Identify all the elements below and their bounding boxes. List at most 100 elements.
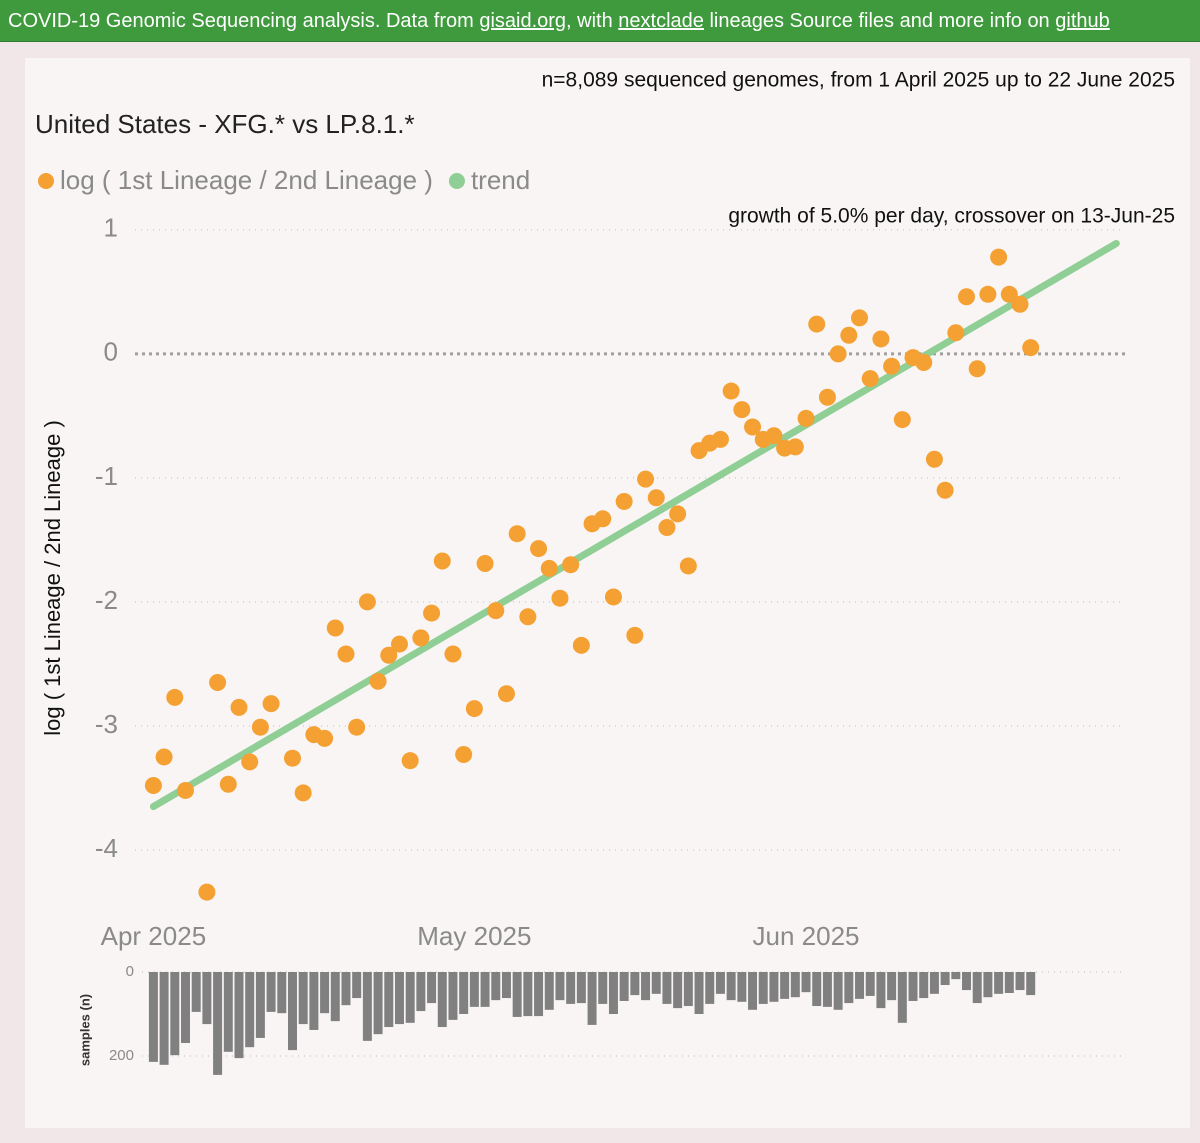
data-point [444, 645, 462, 663]
data-point [294, 784, 312, 802]
data-point [744, 418, 762, 436]
bar [330, 972, 340, 1022]
bar [566, 972, 576, 1004]
bar [266, 972, 276, 1012]
data-point [348, 718, 366, 736]
data-point [283, 749, 301, 767]
data-point [968, 360, 986, 378]
data-point [658, 518, 676, 536]
data-point [936, 481, 954, 499]
data-point [497, 685, 515, 703]
data-point [765, 427, 783, 445]
bar [394, 972, 404, 1025]
data-point [209, 674, 227, 692]
data-point [262, 695, 280, 713]
y-tick-label: -2 [95, 585, 118, 615]
data-point [626, 626, 644, 644]
data-point [604, 588, 622, 606]
data-point [733, 401, 751, 419]
bar [790, 972, 800, 998]
bar [501, 972, 511, 999]
bar [619, 972, 629, 1001]
y-tick-label: 200 [109, 1047, 134, 1064]
bar [769, 972, 779, 1002]
bar [694, 972, 704, 1014]
bar [726, 972, 736, 1001]
bar [277, 972, 287, 1014]
header-link[interactable]: nextclade [618, 10, 704, 32]
bar [576, 972, 586, 1004]
data-point [401, 752, 419, 770]
y-tick-label: 1 [104, 213, 118, 243]
bar [608, 972, 618, 1014]
data-point [829, 345, 847, 363]
bar [983, 972, 993, 998]
data-point [251, 718, 269, 736]
bar [972, 972, 982, 1004]
bar [855, 972, 865, 999]
data-point [893, 411, 911, 429]
bar [287, 972, 297, 1051]
bar [715, 972, 725, 994]
data-point [316, 729, 334, 747]
data-point [840, 326, 858, 344]
data-point [519, 608, 537, 626]
data-point [883, 357, 901, 375]
data-point [594, 510, 612, 528]
y-tick-label: -3 [95, 709, 118, 739]
bar [181, 972, 190, 1043]
bar [651, 972, 661, 994]
bar [822, 972, 832, 1007]
header-link[interactable]: github [1055, 10, 1110, 32]
bar [148, 972, 158, 1062]
bar [758, 972, 768, 1004]
bar [320, 972, 330, 1014]
bar [962, 972, 972, 991]
bar [673, 972, 683, 1009]
data-point [198, 883, 216, 901]
data-point [241, 753, 259, 771]
legend-marker [38, 173, 54, 189]
header-text: lineages Source files and more info on [703, 10, 1056, 32]
data-point [958, 288, 976, 306]
bar [298, 972, 308, 1025]
bar [448, 972, 458, 1020]
bar [940, 972, 950, 986]
bar [908, 972, 918, 1001]
bar [341, 972, 351, 1006]
data-point [219, 775, 237, 793]
bar [737, 972, 747, 1002]
trend-line [149, 239, 1120, 811]
bar [309, 972, 319, 1030]
data-point [562, 556, 580, 574]
bar [887, 972, 897, 1001]
y-axis-label: log ( 1st Lineage / 2nd Lineage ) [40, 420, 65, 736]
data-point [647, 489, 665, 507]
header-link[interactable]: gisaid.org [479, 10, 567, 32]
x-tick-label: May 2025 [417, 921, 531, 951]
data-point [423, 604, 441, 622]
data-point [915, 354, 933, 372]
data-point [476, 554, 494, 572]
data-point [851, 309, 869, 327]
x-tick-label: Jun 2025 [753, 921, 860, 951]
data-point [1000, 285, 1018, 303]
x-tick-label: Apr 2025 [101, 921, 207, 951]
data-point [818, 388, 836, 406]
data-point [669, 505, 687, 523]
data-point [433, 552, 451, 570]
data-point [337, 645, 355, 663]
bar [780, 972, 790, 999]
y-tick-label: 0 [104, 337, 118, 367]
bar [844, 972, 854, 1004]
bar [951, 972, 961, 980]
bar [437, 972, 447, 1028]
data-point [786, 438, 804, 456]
bar [512, 972, 522, 1017]
bar [362, 972, 372, 1041]
bar [191, 972, 201, 1012]
bar [223, 972, 233, 1052]
bar [876, 972, 886, 1009]
chart-title: United States - XFG.* vs LP.8.1.* [35, 109, 415, 139]
bar [234, 972, 244, 1059]
